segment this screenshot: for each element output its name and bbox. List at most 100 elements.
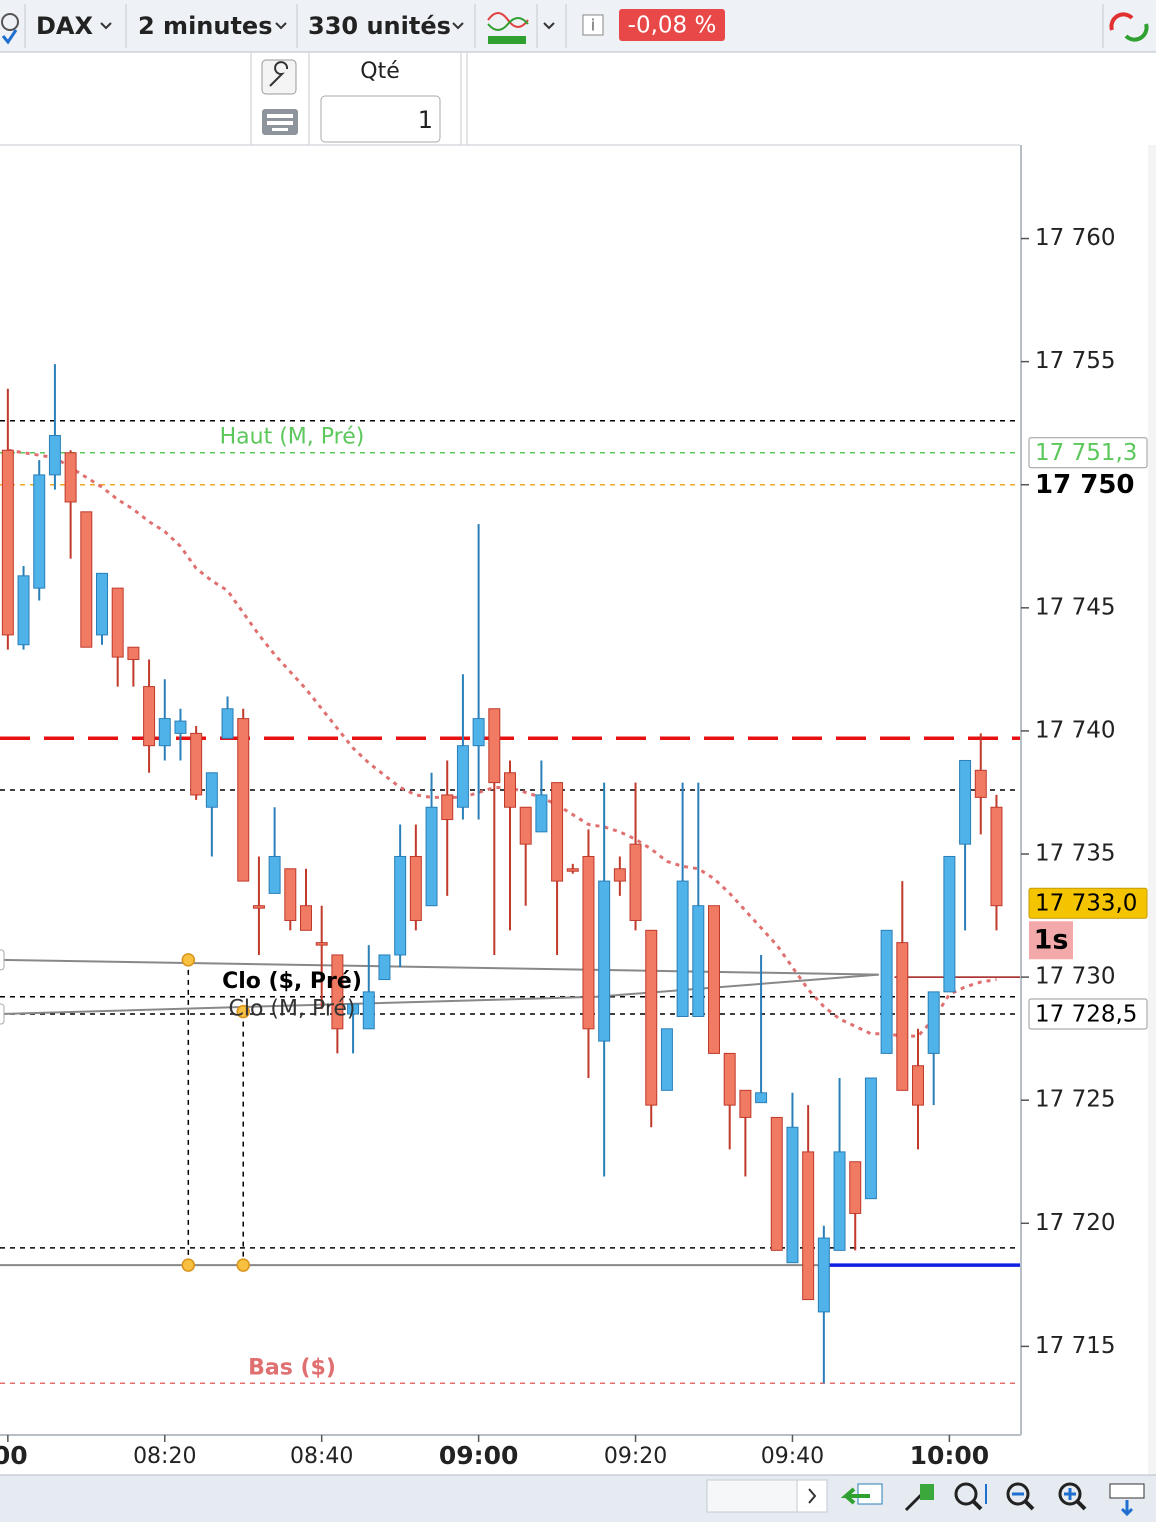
- y-tick-label: 17 735: [1035, 841, 1115, 867]
- bottom-bar: [0, 1475, 1156, 1522]
- guide-line: [0, 958, 879, 976]
- guide-handle[interactable]: [0, 1003, 5, 1025]
- candle-body: [598, 880, 611, 1042]
- candle-body: [80, 511, 93, 648]
- change-badge: [619, 9, 725, 41]
- x-tick-label: 09:00: [439, 1441, 519, 1470]
- candle-body: [849, 1161, 862, 1214]
- zoom-fit-button[interactable]: [954, 1482, 987, 1511]
- marker-dot: [236, 1258, 250, 1272]
- candle-body: [315, 942, 328, 946]
- y-tick-label: 17 755: [1035, 348, 1115, 374]
- candle-body: [770, 1116, 783, 1251]
- candle-body: [425, 806, 438, 907]
- scroll-arrow: [808, 1488, 817, 1504]
- candle-body: [645, 929, 658, 1106]
- goto-date-button[interactable]: [840, 1483, 883, 1505]
- candle-body: [237, 718, 250, 882]
- candle-body: [912, 1065, 924, 1106]
- candle-body: [205, 772, 218, 808]
- side-scrollbar[interactable]: [1148, 145, 1156, 1475]
- guide-line: [0, 973, 879, 1016]
- candle-body: [629, 843, 642, 921]
- settings-button[interactable]: [261, 59, 297, 95]
- candle-body: [959, 759, 972, 845]
- marker-dot: [236, 1004, 250, 1019]
- instrument-selector[interactable]: DAX: [36, 12, 112, 40]
- period-selector[interactable]: 2 minutes: [138, 12, 287, 40]
- candle-body: [409, 855, 422, 921]
- tool-icon[interactable]: [1, 13, 19, 45]
- candle-body: [613, 868, 626, 882]
- candle-body: [190, 732, 203, 796]
- price-label-box: [1028, 998, 1148, 1030]
- candle-body: [441, 794, 454, 821]
- guide-handle[interactable]: [0, 949, 5, 971]
- y-tick-label: 17 760: [1035, 225, 1115, 251]
- candle-body: [221, 708, 234, 739]
- scroll-right[interactable]: [796, 1479, 828, 1513]
- candle-body: [833, 1151, 846, 1251]
- candle-body: [755, 1092, 768, 1104]
- candle-body: [64, 452, 77, 503]
- order-panel: [0, 53, 1156, 145]
- candle-body: [943, 855, 956, 993]
- candle-body: [17, 575, 30, 646]
- candle-body: [535, 794, 548, 833]
- candle-body: [331, 954, 344, 1030]
- period: 2 minutes: [138, 12, 273, 40]
- y-tick-label: 17 725: [1035, 1087, 1115, 1113]
- keyboard-nav-button[interactable]: [1109, 1483, 1145, 1517]
- scroll-thumb[interactable]: [706, 1479, 798, 1513]
- candle-body: [519, 806, 532, 845]
- units-selector[interactable]: 330 unités: [308, 12, 464, 40]
- y-tick-label: 17 730: [1035, 964, 1115, 990]
- candle-body: [252, 905, 265, 909]
- x-tick-label: 09:40: [761, 1444, 824, 1469]
- qty-input[interactable]: [320, 95, 441, 143]
- y-tick-label: 17 715: [1035, 1333, 1115, 1359]
- candle-body: [990, 806, 1003, 907]
- x-tick-label: 08:20: [133, 1444, 196, 1469]
- price-label-box: [1028, 437, 1148, 469]
- candle-body: [786, 1126, 799, 1264]
- draw-tools-button[interactable]: [904, 1484, 934, 1512]
- candle-body: [111, 587, 124, 658]
- candle-body: [96, 572, 108, 636]
- timer-box: [1029, 921, 1073, 960]
- candle-body: [864, 1077, 877, 1200]
- units: 330 unités: [308, 12, 451, 40]
- candle-body: [48, 434, 61, 476]
- marker-dot: [181, 953, 196, 967]
- svg-text:i: i: [591, 16, 595, 35]
- candle-body: [660, 1028, 673, 1091]
- x-tick-label: 10:00: [910, 1441, 990, 1470]
- marker-label: Clo ($, Pré): [222, 969, 362, 994]
- indicator-dropdown[interactable]: [543, 22, 555, 30]
- candle-body: [504, 772, 516, 808]
- candle-body: [394, 855, 407, 956]
- x-tick-label: 08:00: [0, 1441, 28, 1470]
- candle-body: [378, 954, 391, 981]
- keyboard-button[interactable]: [262, 109, 298, 135]
- candle-body: [817, 1237, 830, 1313]
- y-tick-label: 17 745: [1035, 594, 1115, 620]
- change: -0,08 %: [628, 13, 717, 39]
- price-label: 17 750: [1035, 470, 1135, 500]
- candle-body: [33, 474, 46, 589]
- candle-body: [927, 991, 940, 1054]
- candle-body: [143, 686, 156, 747]
- refresh-button[interactable]: [1109, 12, 1149, 42]
- indicator-button[interactable]: [487, 12, 529, 44]
- candle-body: [300, 905, 312, 931]
- candle-body: [708, 905, 720, 1054]
- plot-area: Haut (M, Pré) Bas ($) Clo ($, Pré) Clo (M, …: [0, 364, 1020, 1385]
- candle-body: [739, 1089, 752, 1118]
- timer: 1s: [1034, 925, 1069, 956]
- candle-body: [472, 718, 485, 747]
- zoom-in-button[interactable]: [1058, 1482, 1087, 1511]
- info-button[interactable]: i: [582, 14, 604, 36]
- toolbar: [0, 0, 1156, 52]
- zoom-out-button[interactable]: [1006, 1482, 1035, 1511]
